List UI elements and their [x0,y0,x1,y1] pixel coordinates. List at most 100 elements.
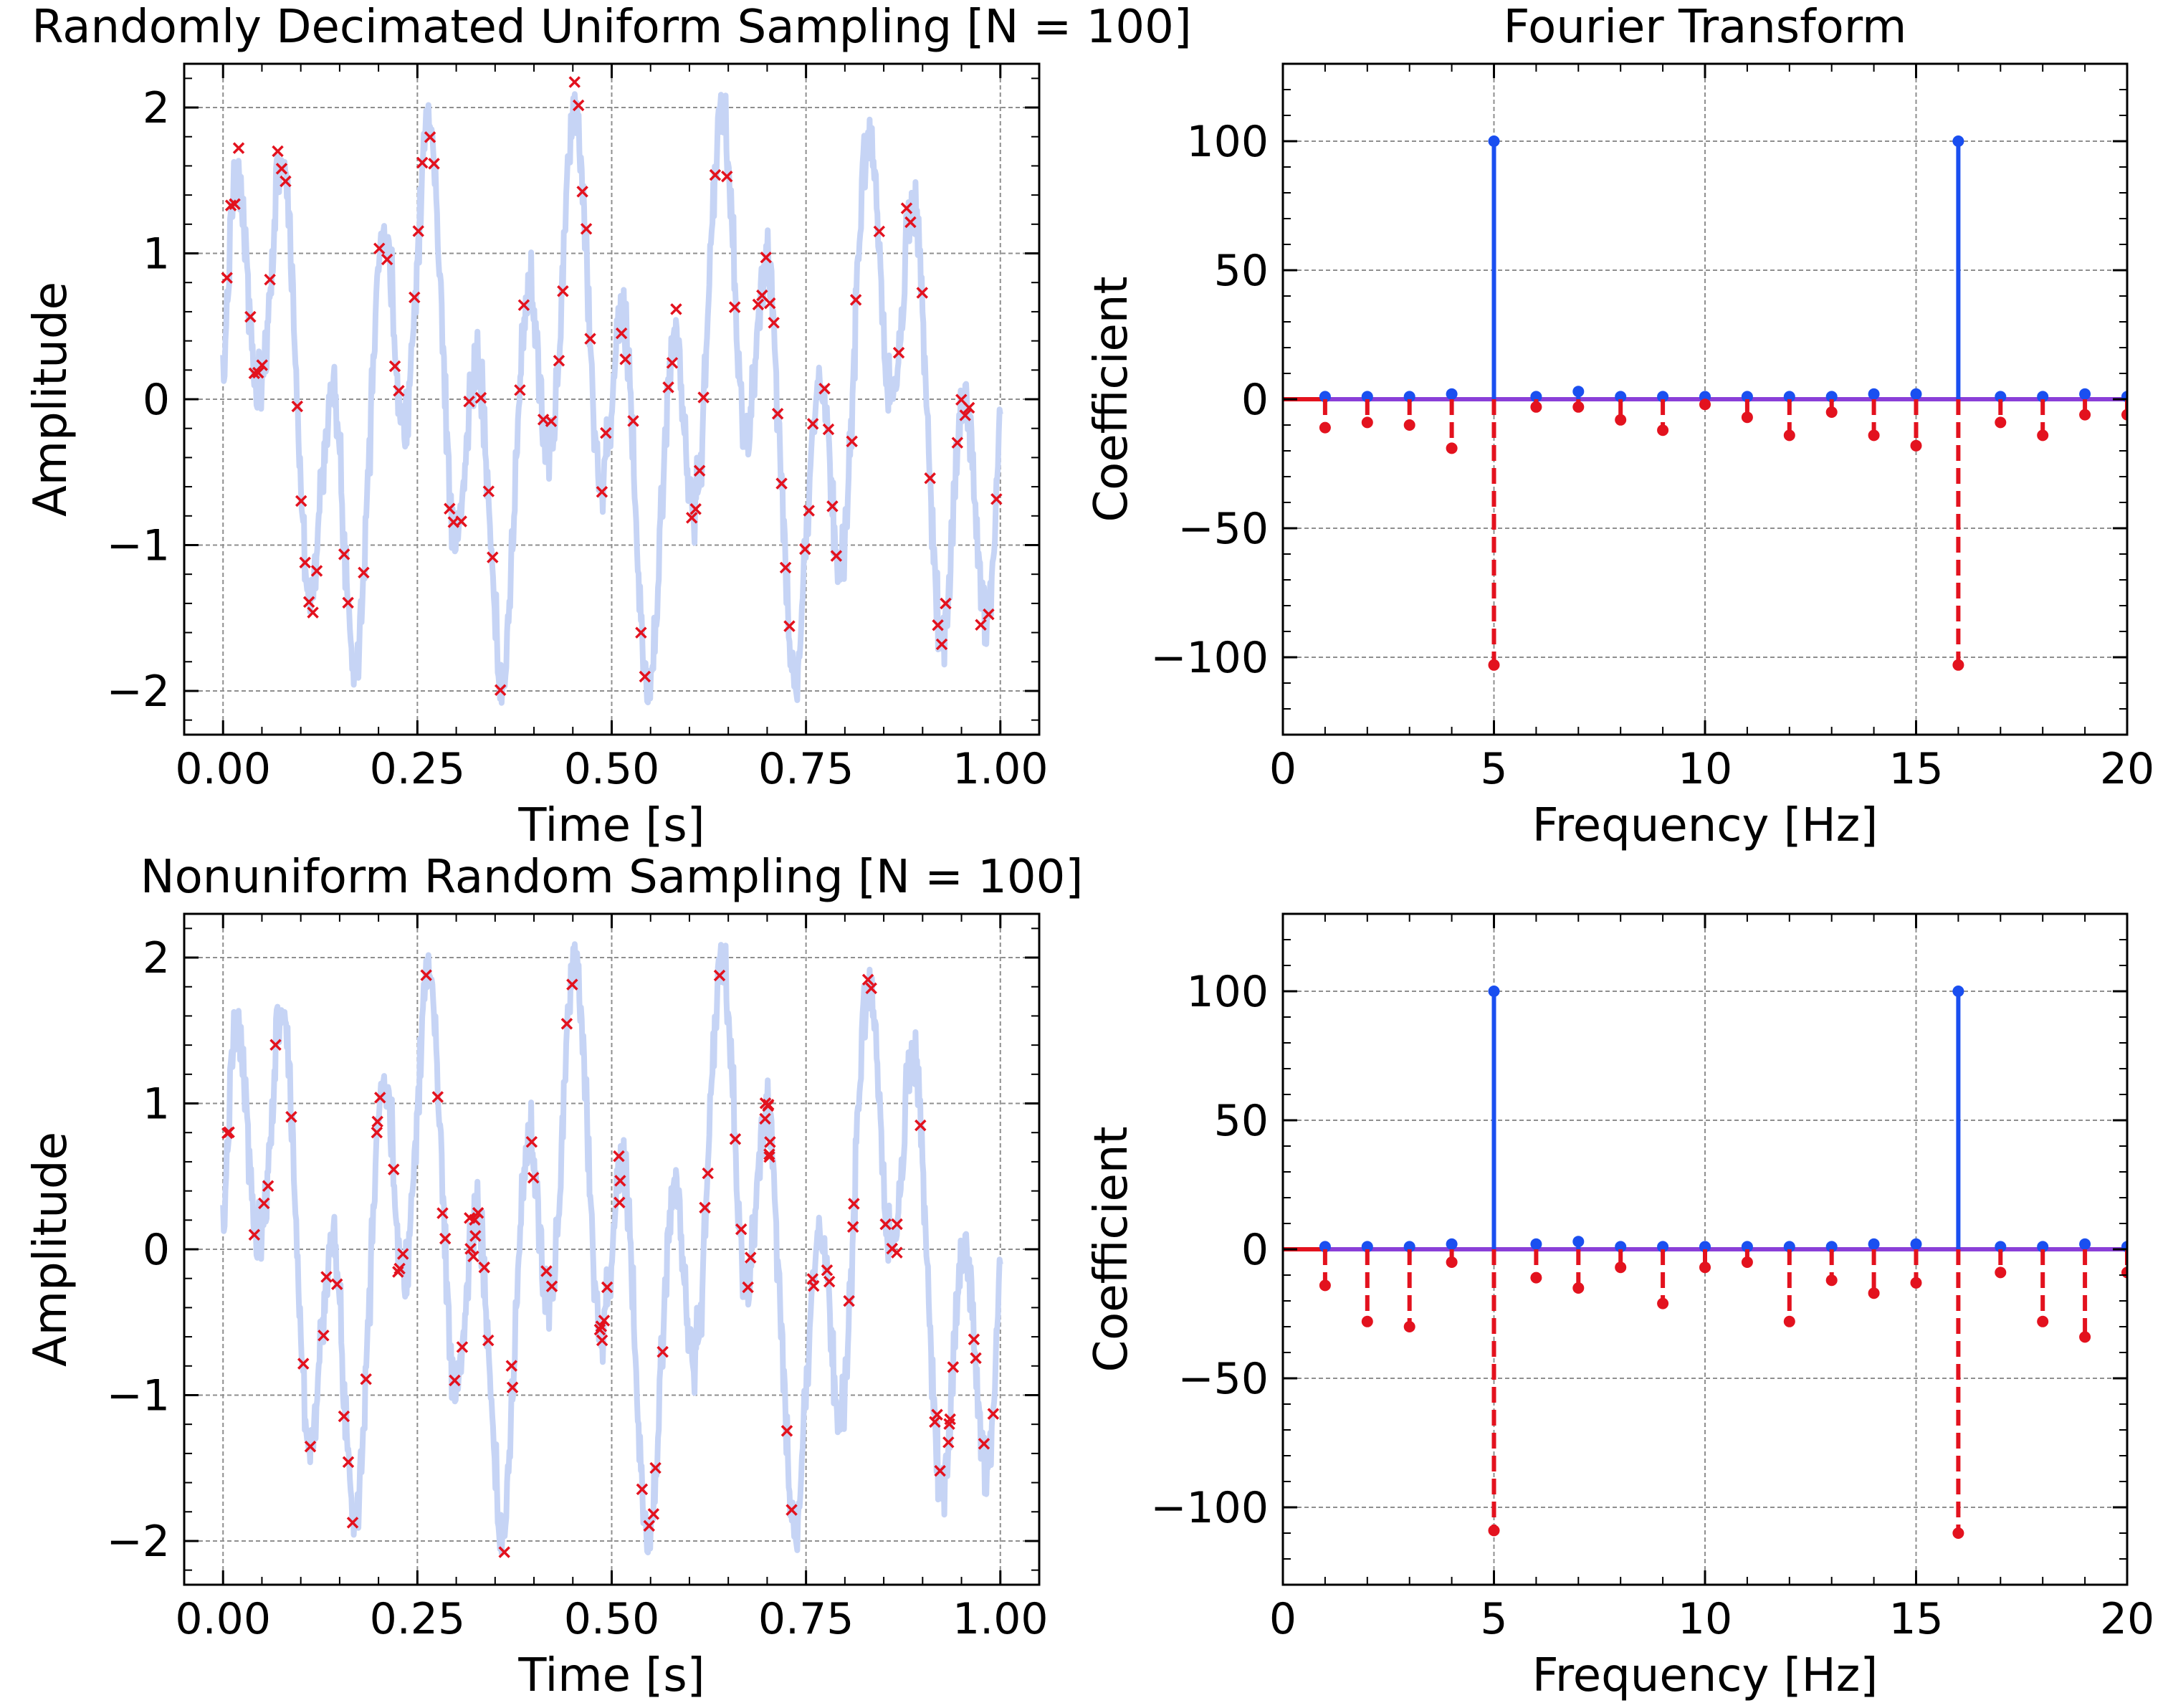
sample-marker [272,145,284,158]
sample-marker [702,1167,714,1180]
sample-marker [635,626,647,639]
sample-marker [947,1361,960,1373]
sample-marker [280,175,292,188]
sample-marker [685,512,698,524]
sample-marker [848,1198,860,1210]
positive-stem-head [2037,1241,2049,1253]
negative-stem-head [1699,399,1711,411]
positive-stem-head [1572,1236,1585,1248]
x-tick-label: 0 [1269,1594,1296,1644]
negative-stem-head [2037,1315,2049,1327]
negative-stem-head [1530,1272,1542,1284]
sample-marker [785,1504,798,1516]
x-tick-label: 15 [1888,1594,1943,1644]
sample-marker [959,409,971,421]
sample-marker [285,1110,297,1123]
negative-stem-head [1825,1274,1838,1287]
negative-stem-head [1952,1527,1964,1539]
negative-stem-head [1995,1266,2007,1279]
sample-marker [615,327,628,340]
y-tick-label: −1 [107,520,170,571]
y-tick-label: −100 [1150,633,1269,683]
sample-marker [768,317,780,329]
negative-stem-head [1868,1287,1880,1299]
sample-marker [662,381,674,393]
negative-stem-head [1657,1297,1669,1309]
negative-stem-head [1446,1256,1458,1268]
plot-area [220,941,1003,1558]
sample-marker [596,486,608,498]
sample-marker [596,1334,608,1347]
sample-marker [580,223,593,235]
sample-marker [613,1196,626,1208]
y-tick-label: 50 [1214,1096,1269,1146]
sample-marker [601,1281,613,1294]
sample-marker [916,287,929,299]
y-axis-label: Coefficient [1085,276,1138,522]
positive-stem-head [1615,1241,1627,1253]
sample-marker [557,285,569,297]
sample-marker [846,1221,859,1233]
chart-title: Nonuniform Random Sampling [N = 100] [140,851,1084,904]
x-tick-label: 0.00 [175,744,271,794]
positive-stem-head [1657,1241,1669,1253]
sample-marker [568,76,581,88]
sample-marker [978,1438,990,1450]
sample-marker [393,385,405,397]
sample-marker [252,366,264,379]
sample-marker [409,291,421,304]
sample-marker [388,1163,400,1175]
y-tick-label: 50 [1214,246,1269,296]
x-tick-label: 0.00 [175,1594,271,1644]
y-axis-label: Amplitude [24,282,77,517]
sample-marker [291,400,304,413]
negative-stem-head [1319,421,1331,434]
positive-stem-head [1319,391,1331,403]
sample-marker [381,253,393,266]
negative-stem-head [2121,409,2127,421]
sample-marker [742,1281,754,1294]
positive-stem-head [1361,1241,1373,1253]
positive-stem-head [2079,388,2091,400]
negative-stem-head [1488,1525,1500,1537]
sample-marker [295,495,307,507]
positive-stem-head [2079,1238,2091,1250]
positive-stem-head [1995,1241,2007,1253]
sample-marker [371,1115,383,1128]
sample-marker [775,477,788,490]
sample-marker [478,1261,490,1274]
sample-marker [455,515,467,528]
negative-stem-head [1699,1261,1711,1274]
x-tick-label: 10 [1678,1594,1732,1644]
x-tick-label: 5 [1480,744,1507,794]
sample-marker [393,1262,406,1275]
sample-marker [472,1207,484,1219]
sample-marker [388,360,401,373]
positive-stem-head [1530,1238,1542,1250]
sample-marker [358,566,370,579]
sample-marker [584,333,596,345]
positive-stem-head [1488,986,1500,997]
positive-stem-head [1995,391,2007,403]
positive-stem-head [1825,1241,1838,1253]
x-tick-label: 0.50 [564,1594,660,1644]
sample-marker [803,505,815,517]
sample-marker [806,418,819,430]
sample-marker [307,606,319,619]
negative-stem-head [1657,424,1669,436]
x-axis-label: Frequency [Hz] [1532,799,1878,852]
sample-marker [799,543,811,555]
y-tick-label: 100 [1186,117,1269,167]
y-tick-label: 2 [143,933,170,983]
sample-marker [935,638,948,651]
sample-marker [527,1171,540,1184]
sample-marker [256,359,268,371]
sample-marker [846,435,858,448]
sample-marker [990,493,1003,505]
sample-marker [619,353,631,366]
sample-marker [373,242,386,254]
sample-marker [900,202,913,214]
x-tick-label: 1.00 [952,744,1049,794]
sample-marker [416,156,429,169]
y-axis-label: Coefficient [1085,1126,1138,1372]
